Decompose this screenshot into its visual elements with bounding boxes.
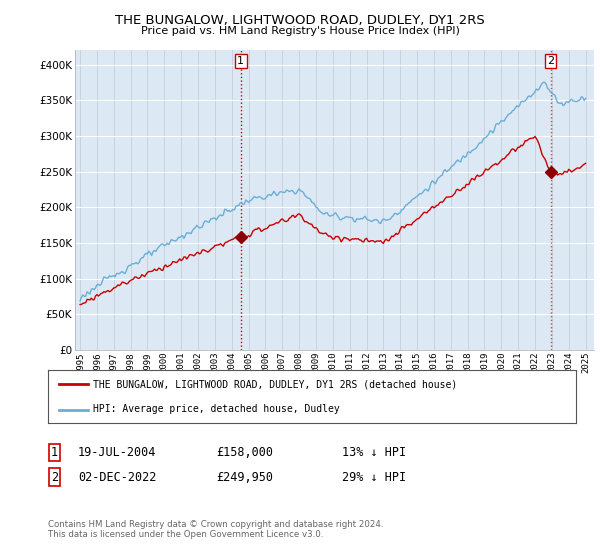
- Text: 29% ↓ HPI: 29% ↓ HPI: [342, 470, 406, 484]
- Text: HPI: Average price, detached house, Dudley: HPI: Average price, detached house, Dudl…: [93, 404, 340, 414]
- Text: Price paid vs. HM Land Registry's House Price Index (HPI): Price paid vs. HM Land Registry's House …: [140, 26, 460, 36]
- Text: Contains HM Land Registry data © Crown copyright and database right 2024.
This d: Contains HM Land Registry data © Crown c…: [48, 520, 383, 539]
- Text: 2: 2: [51, 470, 58, 484]
- Text: £158,000: £158,000: [216, 446, 273, 459]
- Text: 19-JUL-2004: 19-JUL-2004: [78, 446, 157, 459]
- Text: 02-DEC-2022: 02-DEC-2022: [78, 470, 157, 484]
- Text: THE BUNGALOW, LIGHTWOOD ROAD, DUDLEY, DY1 2RS: THE BUNGALOW, LIGHTWOOD ROAD, DUDLEY, DY…: [115, 14, 485, 27]
- Text: 1: 1: [51, 446, 58, 459]
- Text: £249,950: £249,950: [216, 470, 273, 484]
- Text: 1: 1: [238, 56, 244, 66]
- Text: 13% ↓ HPI: 13% ↓ HPI: [342, 446, 406, 459]
- Text: THE BUNGALOW, LIGHTWOOD ROAD, DUDLEY, DY1 2RS (detached house): THE BUNGALOW, LIGHTWOOD ROAD, DUDLEY, DY…: [93, 380, 457, 390]
- Text: 2: 2: [547, 56, 554, 66]
